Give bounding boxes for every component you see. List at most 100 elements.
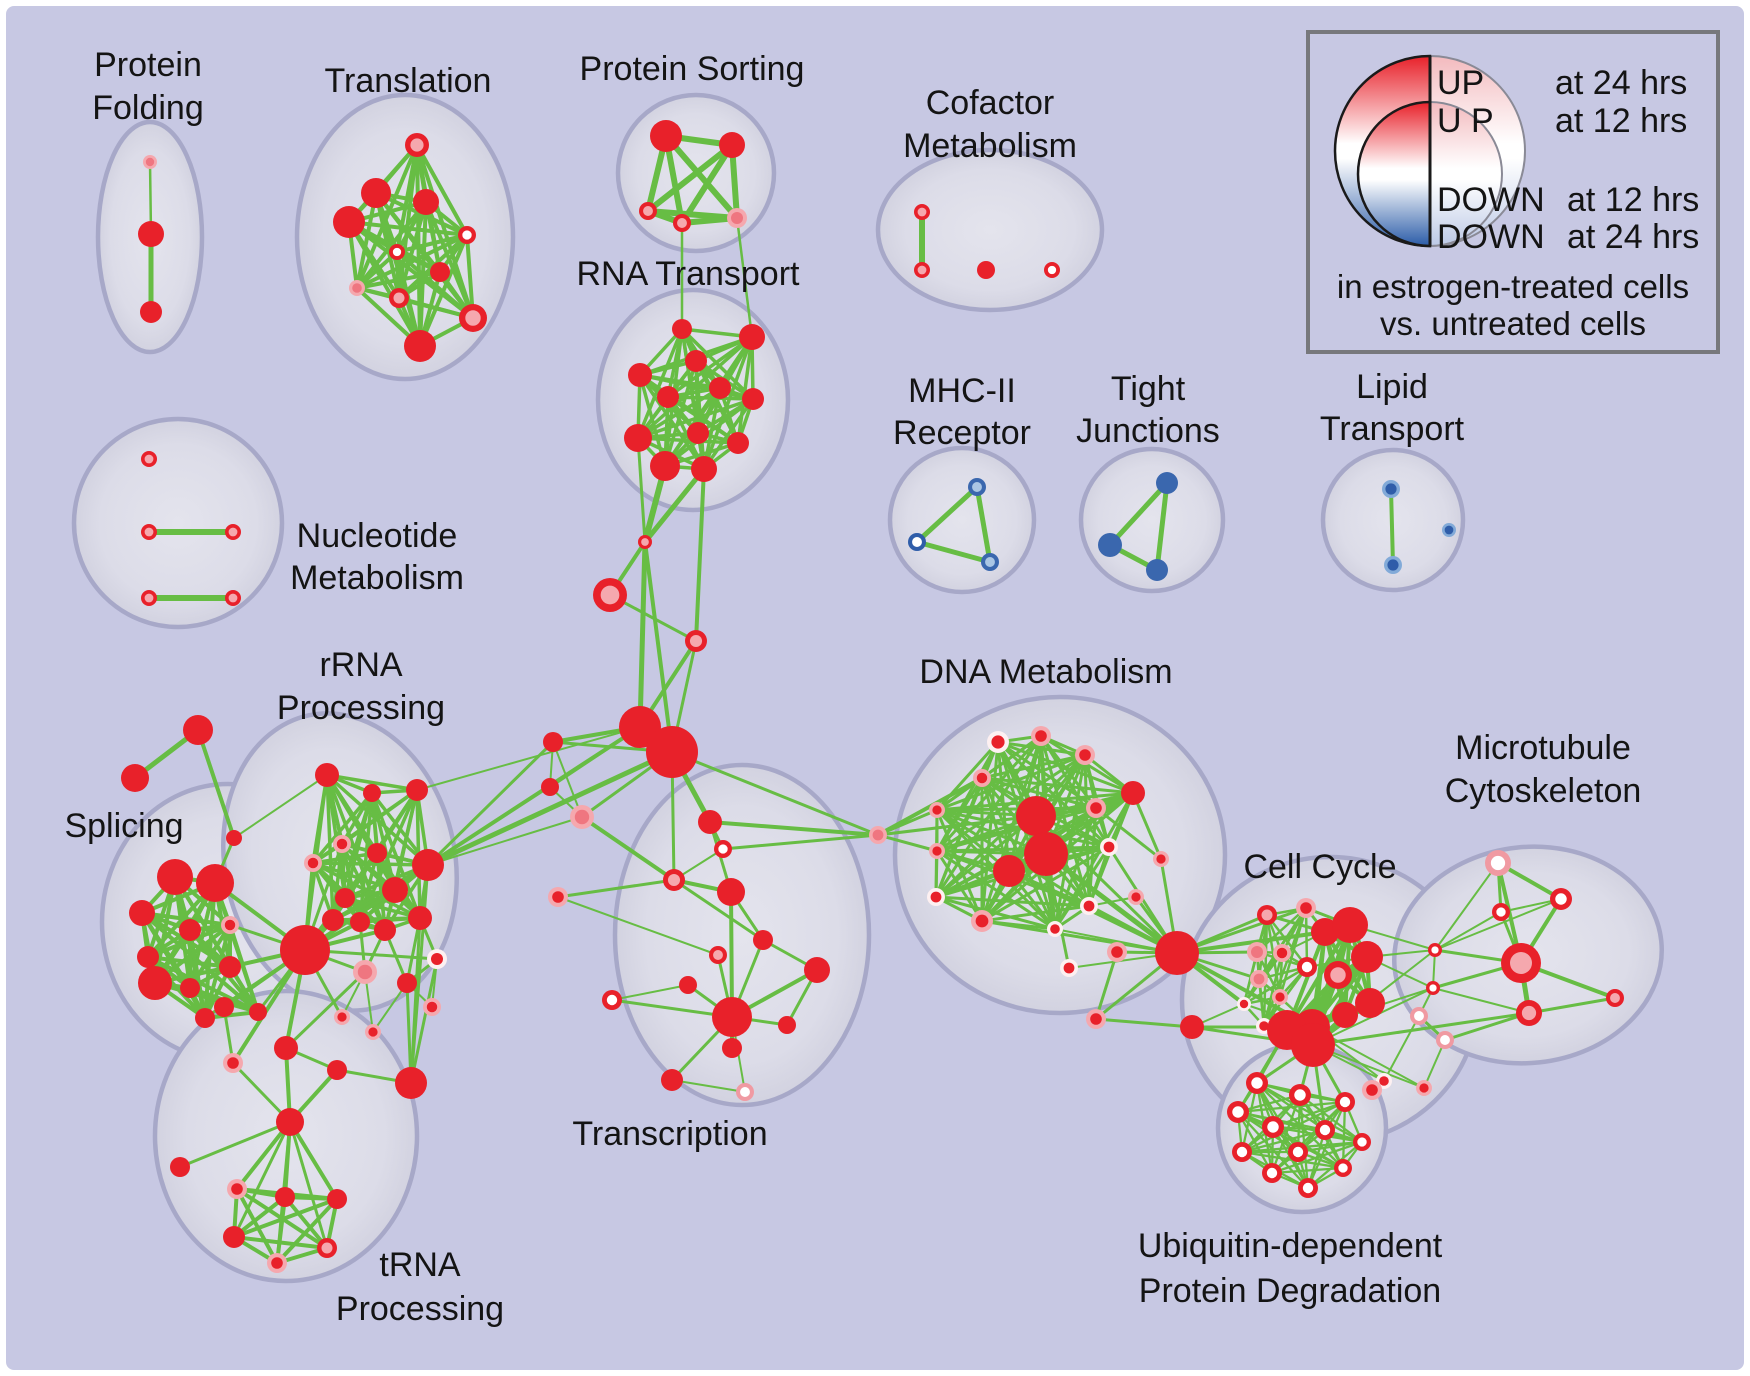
network-edge	[275, 1197, 339, 1265]
legend-caption-line-1: vs. untreated cells	[1380, 305, 1646, 342]
network-node	[367, 843, 387, 863]
network-node	[1146, 559, 1168, 581]
node-outer-red	[223, 1226, 245, 1248]
cluster-label-rrna-processing-line-1: Processing	[277, 689, 445, 727]
network-node	[742, 388, 764, 410]
network-node	[404, 330, 436, 362]
network-node	[1382, 480, 1400, 498]
network-node	[548, 887, 568, 907]
network-node	[389, 244, 405, 260]
network-node	[195, 1008, 215, 1028]
node-inner	[917, 265, 927, 275]
node-inner	[1294, 1089, 1306, 1101]
network-node	[709, 946, 727, 964]
network-edge	[980, 753, 1087, 780]
node-inner	[1338, 1163, 1348, 1173]
network-node	[993, 855, 1025, 887]
node-outer-red	[404, 330, 436, 362]
network-edge	[1236, 1110, 1364, 1144]
network-edge	[1432, 987, 1530, 1014]
node-outer-red	[1180, 1015, 1204, 1039]
node-outer-red	[350, 912, 370, 932]
network-node	[225, 524, 241, 540]
network-node	[1324, 961, 1352, 989]
network-edge	[146, 955, 260, 1014]
network-edge	[934, 895, 1091, 908]
network-node	[869, 826, 887, 844]
network-edge	[1270, 1166, 1345, 1175]
network-node	[1272, 989, 1288, 1005]
network-node	[691, 456, 717, 482]
cluster-label-cofactor-metabolism-line-0: Cofactor	[926, 84, 1055, 122]
node-outer-red	[138, 966, 172, 1000]
network-node	[1351, 941, 1383, 973]
node-outer-red	[646, 726, 698, 778]
network-edge	[694, 467, 706, 643]
cluster-label-splicing-line-0: Splicing	[64, 807, 183, 845]
cluster-label-cell-cycle-line-0: Cell Cycle	[1243, 848, 1396, 886]
cluster-label-protein-sorting-line-0: Protein Sorting	[580, 50, 805, 88]
network-node	[804, 957, 830, 983]
network-node	[1315, 1120, 1335, 1140]
network-edge	[935, 849, 1057, 931]
node-inner	[1276, 947, 1288, 959]
cluster-label-microtubule-cytoskeleton-line-0: Microtubule	[1455, 729, 1631, 767]
network-edge	[1270, 1140, 1364, 1175]
node-outer-red	[722, 1038, 742, 1058]
network-node	[1031, 726, 1051, 746]
network-node	[727, 432, 749, 454]
node-outer-red	[170, 1157, 190, 1177]
node-inner	[985, 557, 995, 567]
network-node	[304, 854, 322, 872]
network-node	[973, 769, 991, 787]
network-edge	[980, 904, 1091, 923]
network-edge	[645, 142, 735, 214]
node-outer-red	[129, 900, 155, 926]
network-node	[141, 524, 157, 540]
network-edge	[980, 919, 1179, 955]
network-edge	[934, 776, 984, 899]
network-node	[1334, 1159, 1352, 1177]
network-node	[685, 350, 707, 372]
network-node	[335, 888, 355, 908]
network-edge	[325, 773, 335, 922]
network-edge	[409, 863, 430, 1085]
network-edge	[680, 327, 755, 401]
cluster-ellipse-mhc-ii-receptor	[887, 445, 1037, 595]
network-edge	[1053, 753, 1087, 931]
node-outer-red	[1351, 941, 1383, 973]
node-outer-red	[1121, 781, 1145, 805]
node-outer-red	[1016, 796, 1056, 836]
node-outer-red	[249, 1003, 267, 1021]
network-edge	[395, 233, 469, 254]
node-inner	[1387, 559, 1399, 571]
node-inner	[713, 950, 723, 960]
network-node	[406, 779, 428, 801]
network-edge	[708, 820, 880, 837]
network-node	[1100, 838, 1118, 856]
network-node	[1232, 1142, 1252, 1162]
cluster-label-ubiquitin-degradation-line-1: Protein Degradation	[1139, 1272, 1441, 1310]
node-inner	[1083, 900, 1095, 912]
node-outer-red	[698, 810, 722, 834]
cluster-label-protein-folding-line-1: Folding	[92, 89, 204, 127]
cluster-label-tight-junctions-line-0: Tight	[1111, 370, 1186, 408]
node-inner	[392, 247, 402, 257]
node-outer-red	[753, 930, 773, 950]
cluster-label-lipid-transport-line-1: Transport	[1320, 410, 1465, 448]
network-edge	[1053, 791, 1135, 931]
network-node	[628, 363, 652, 387]
node-inner	[1300, 902, 1312, 914]
node-inner	[930, 891, 942, 903]
network-edge	[178, 1120, 292, 1169]
network-edge	[405, 981, 413, 1085]
network-edge	[1094, 950, 1119, 1021]
node-inner	[1103, 841, 1115, 853]
node-inner	[1379, 1076, 1389, 1086]
network-node	[353, 960, 377, 984]
legend-time-label-3: at 24 hrs	[1567, 218, 1699, 256]
network-edge	[355, 200, 428, 290]
node-outer-red	[679, 976, 697, 994]
network-node	[179, 919, 201, 941]
network-edge	[636, 397, 755, 440]
